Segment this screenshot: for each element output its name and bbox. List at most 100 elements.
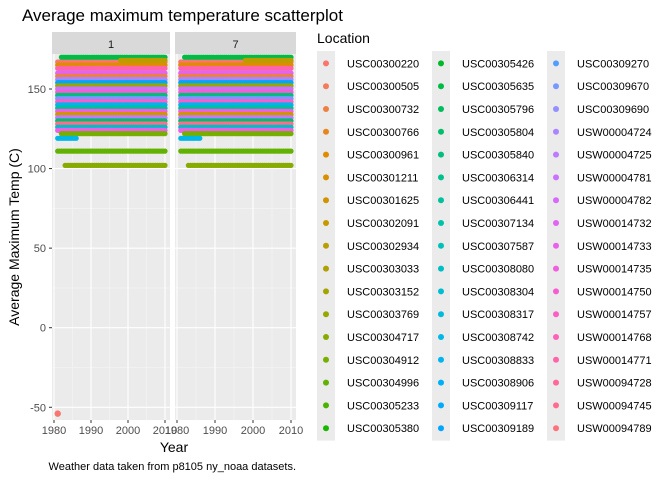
legend-label: USC00308080	[462, 264, 534, 276]
data-point	[288, 162, 294, 168]
legend-key-dot	[323, 402, 329, 409]
x-tick-label: 1980	[165, 425, 189, 437]
legend-key-dot	[553, 106, 559, 112]
legend-key-dot	[323, 197, 329, 204]
legend: USC00300220 USC00300505 USC00300732 USC0030…	[317, 51, 652, 441]
legend-key-dot	[438, 311, 444, 318]
chart-caption: Weather data taken from p8105 ny_noaa da…	[49, 461, 296, 473]
legend-label: USW00014735	[577, 264, 652, 276]
legend-key-dot	[323, 334, 329, 340]
legend-label: USC00300961	[347, 150, 419, 162]
legend-label: USC00306441	[462, 195, 534, 207]
data-point	[288, 65, 294, 71]
legend-key-dot	[553, 425, 559, 432]
legend-key-dot	[438, 288, 444, 295]
y-tick-label: 0	[40, 323, 46, 335]
legend-label: USW00014768	[577, 332, 652, 344]
data-point	[197, 135, 203, 141]
y-tick-label: 150	[28, 84, 46, 96]
legend-key-dot	[323, 425, 329, 432]
data-point	[288, 57, 294, 64]
legend-label: USC00301625	[347, 195, 419, 207]
x-tick-label: 2000	[116, 425, 140, 437]
legend-label: USC00308906	[462, 378, 534, 390]
legend-label: USC00305233	[347, 400, 419, 412]
legend-label: USC00305380	[347, 423, 419, 435]
data-point	[162, 148, 168, 154]
facet-strip-label-1: 1	[108, 39, 114, 51]
legend-key-dot	[438, 83, 444, 90]
legend-label: USW00004724	[577, 127, 652, 139]
data-point	[162, 131, 168, 137]
legend-label: USC00300766	[347, 127, 419, 139]
legend-key-dot	[438, 60, 444, 67]
legend-label: USW00014771	[577, 355, 652, 367]
legend-label: USC00305426	[462, 58, 534, 70]
legend-key-dot	[553, 151, 559, 158]
legend-key-dot	[438, 265, 444, 272]
data-point	[73, 135, 79, 141]
legend-label: USW00004781	[577, 172, 652, 184]
legend-key-dot	[323, 379, 329, 386]
data-point	[288, 148, 294, 154]
x-tick-label: 2010	[279, 425, 303, 437]
legend-label: USC00307134	[462, 218, 534, 230]
legend-key-dot	[553, 174, 559, 181]
legend-label: USC00308304	[462, 286, 534, 298]
y-axis-title: Average Maximum Temp (C)	[6, 148, 22, 326]
legend-label: USC00301211	[347, 172, 418, 184]
facet-strip-1	[52, 32, 170, 54]
legend-key-dot	[553, 242, 559, 249]
legend-label: USC00308317	[462, 309, 534, 321]
legend-key-dot	[323, 106, 329, 112]
legend-label: USC00307587	[462, 241, 534, 253]
legend-key-dot	[323, 174, 329, 181]
x-tick-label: 1990	[203, 425, 227, 437]
x-tick-label: 2010	[153, 425, 177, 437]
x-tick-label: 1990	[79, 425, 103, 437]
legend-key-dot	[553, 356, 559, 363]
legend-key-dot	[438, 242, 444, 249]
legend-key-dot	[323, 128, 329, 135]
legend-label: USC00304996	[347, 378, 419, 390]
legend-label: USC00309270	[577, 58, 649, 70]
legend-label: USC00305796	[462, 104, 534, 116]
x-axis-title: Year	[160, 439, 189, 455]
legend-label: USW00004782	[577, 195, 652, 207]
facet-strip-7	[175, 32, 296, 54]
legend-key-dot	[553, 83, 559, 90]
legend-label: USC00303033	[347, 264, 419, 276]
legend-key-dot	[553, 334, 559, 340]
legend-key-dot	[323, 265, 329, 272]
legend-label: USC00302934	[347, 241, 419, 253]
legend-key-dot	[553, 128, 559, 135]
legend-key-dot	[438, 425, 444, 432]
legend-key-dot	[553, 288, 559, 295]
legend-key-dot	[553, 60, 559, 67]
legend-label: USC00309117	[462, 400, 533, 412]
legend-label: USW00014733	[577, 241, 652, 253]
legend-key-dot	[323, 311, 329, 318]
legend-label: USC00309189	[462, 423, 534, 435]
legend-key-dot	[553, 311, 559, 318]
legend-label: USW00094789	[577, 423, 652, 435]
data-point	[288, 131, 294, 137]
y-tick-label: 100	[28, 164, 46, 176]
legend-key-dot	[438, 197, 444, 204]
legend-key-dot	[553, 402, 559, 409]
legend-label: USW00014757	[577, 309, 652, 321]
legend-key-dot	[323, 60, 329, 67]
y-tick-label: 50	[34, 243, 46, 255]
data-point	[54, 410, 61, 417]
legend-key-dot	[323, 83, 329, 90]
data-points	[54, 54, 294, 417]
legend-key-dot	[323, 242, 329, 249]
legend-label: USC00305635	[462, 81, 534, 93]
legend-label: USC00305840	[462, 150, 534, 162]
x-tick-label: 2000	[241, 425, 265, 437]
legend-label: USW00094728	[577, 378, 652, 390]
y-tick-label: -50	[30, 402, 46, 414]
legend-key-dot	[438, 220, 444, 226]
